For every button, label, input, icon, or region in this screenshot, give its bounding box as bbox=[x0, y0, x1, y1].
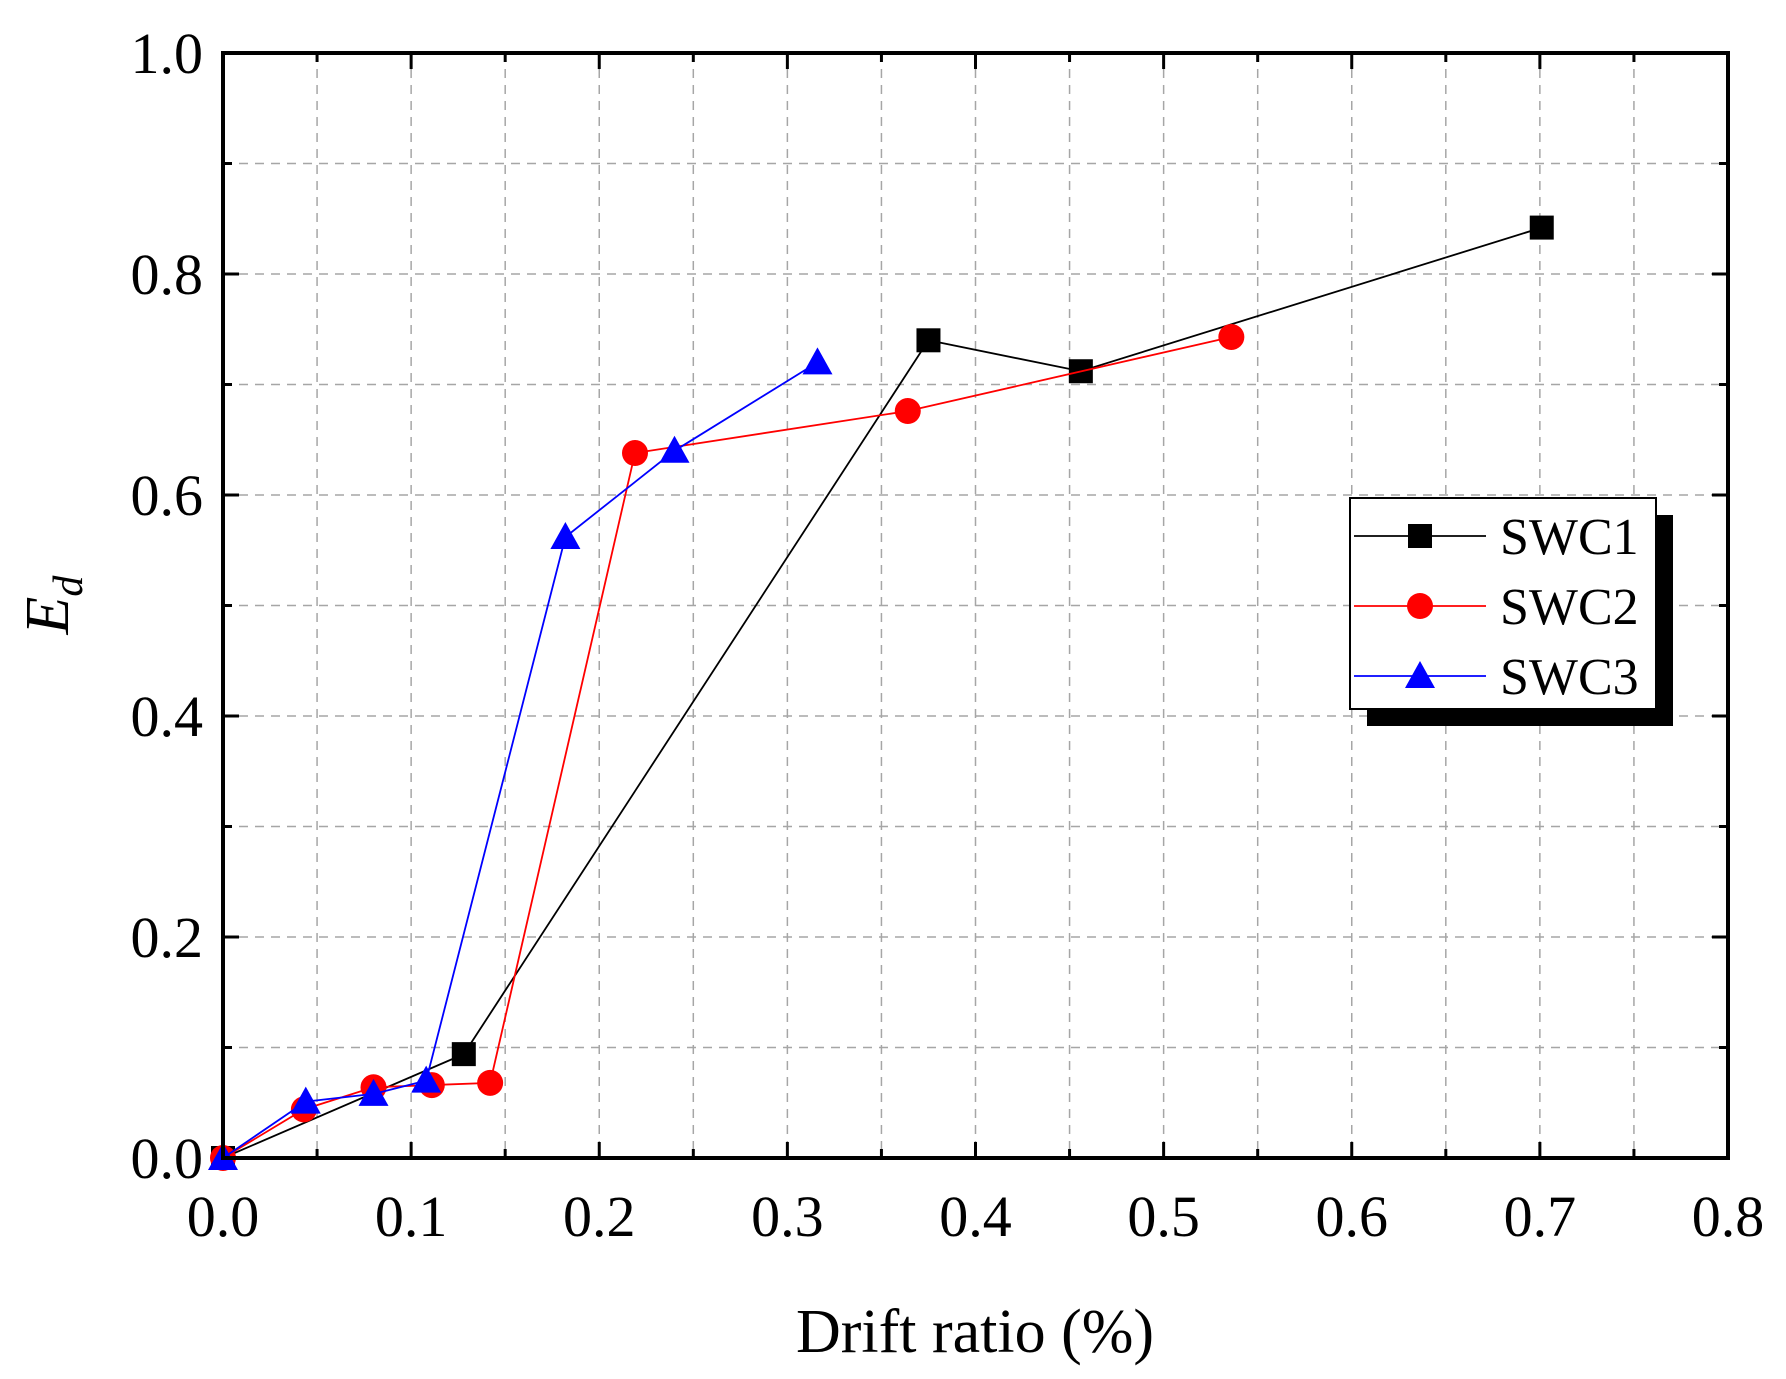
axis-ticks bbox=[221, 51, 1730, 1160]
data-point-swc1 bbox=[451, 1042, 476, 1067]
data-point-swc3 bbox=[358, 1078, 389, 1106]
legend-marker bbox=[1405, 661, 1435, 688]
x-axis-title: Drift ratio (%) bbox=[796, 1298, 1154, 1366]
x-tick-label: 0.1 bbox=[375, 1184, 448, 1249]
data-point-swc2 bbox=[1218, 323, 1245, 350]
y-tick-label: 0.2 bbox=[131, 905, 204, 970]
tick-labels: 0.0 0.1 0.2 0.3 0.4 0.5 0.6 0.7 0.8 0.0 0.2 0.4 0.6 0… bbox=[131, 21, 1765, 1249]
data-point-swc3 bbox=[411, 1065, 442, 1093]
y-tick-label: 0.6 bbox=[131, 463, 204, 528]
data-point-swc3 bbox=[290, 1086, 321, 1114]
data-point-swc3 bbox=[802, 347, 833, 375]
x-tick-label: 0.3 bbox=[751, 1184, 824, 1249]
x-tick-label: 0.4 bbox=[939, 1184, 1012, 1249]
legend-item-swc1: SWC1 bbox=[1354, 509, 1639, 566]
series-swc3 bbox=[208, 347, 833, 1170]
legend: SWC1 SWC2 SWC3 bbox=[1349, 497, 1673, 726]
x-tick-label: 0.0 bbox=[187, 1184, 260, 1249]
series-line-swc1 bbox=[222, 226, 1543, 1159]
y-tick-label: 0.8 bbox=[131, 242, 204, 307]
data-point-swc3 bbox=[550, 521, 581, 549]
data-point-swc1 bbox=[916, 328, 941, 353]
legend-marker bbox=[1408, 524, 1432, 548]
x-tick-label: 0.7 bbox=[1504, 1184, 1577, 1249]
x-tick-label: 0.2 bbox=[563, 1184, 636, 1249]
y-axis-title-main: E bbox=[14, 597, 82, 636]
y-axis-title: Ed bbox=[14, 575, 92, 636]
x-tick-label: 0.8 bbox=[1692, 1184, 1765, 1249]
y-tick-label: 0.4 bbox=[131, 684, 204, 749]
data-point-swc2 bbox=[477, 1069, 504, 1096]
data-point-swc2 bbox=[894, 398, 921, 425]
legend-item-swc3: SWC3 bbox=[1354, 649, 1639, 706]
series-line-swc3 bbox=[222, 361, 818, 1159]
series-swc2 bbox=[210, 323, 1245, 1171]
series-layer bbox=[208, 215, 1554, 1171]
data-point-swc2 bbox=[621, 440, 648, 467]
legend-label: SWC1 bbox=[1500, 509, 1639, 566]
data-point-swc3 bbox=[659, 435, 690, 463]
legend-label: SWC3 bbox=[1500, 649, 1639, 706]
legend-label: SWC2 bbox=[1500, 579, 1639, 636]
legend-marker bbox=[1407, 593, 1433, 619]
series-line-swc2 bbox=[222, 336, 1232, 1159]
y-axis-title-sub: d bbox=[46, 575, 92, 597]
data-point-swc1 bbox=[1529, 215, 1554, 240]
x-tick-label: 0.5 bbox=[1127, 1184, 1200, 1249]
legend-box bbox=[1349, 497, 1657, 710]
x-tick-label: 0.6 bbox=[1316, 1184, 1389, 1249]
y-tick-label: 1.0 bbox=[131, 21, 204, 86]
y-tick-label: 0.0 bbox=[131, 1126, 204, 1191]
legend-item-swc2: SWC2 bbox=[1354, 579, 1639, 636]
